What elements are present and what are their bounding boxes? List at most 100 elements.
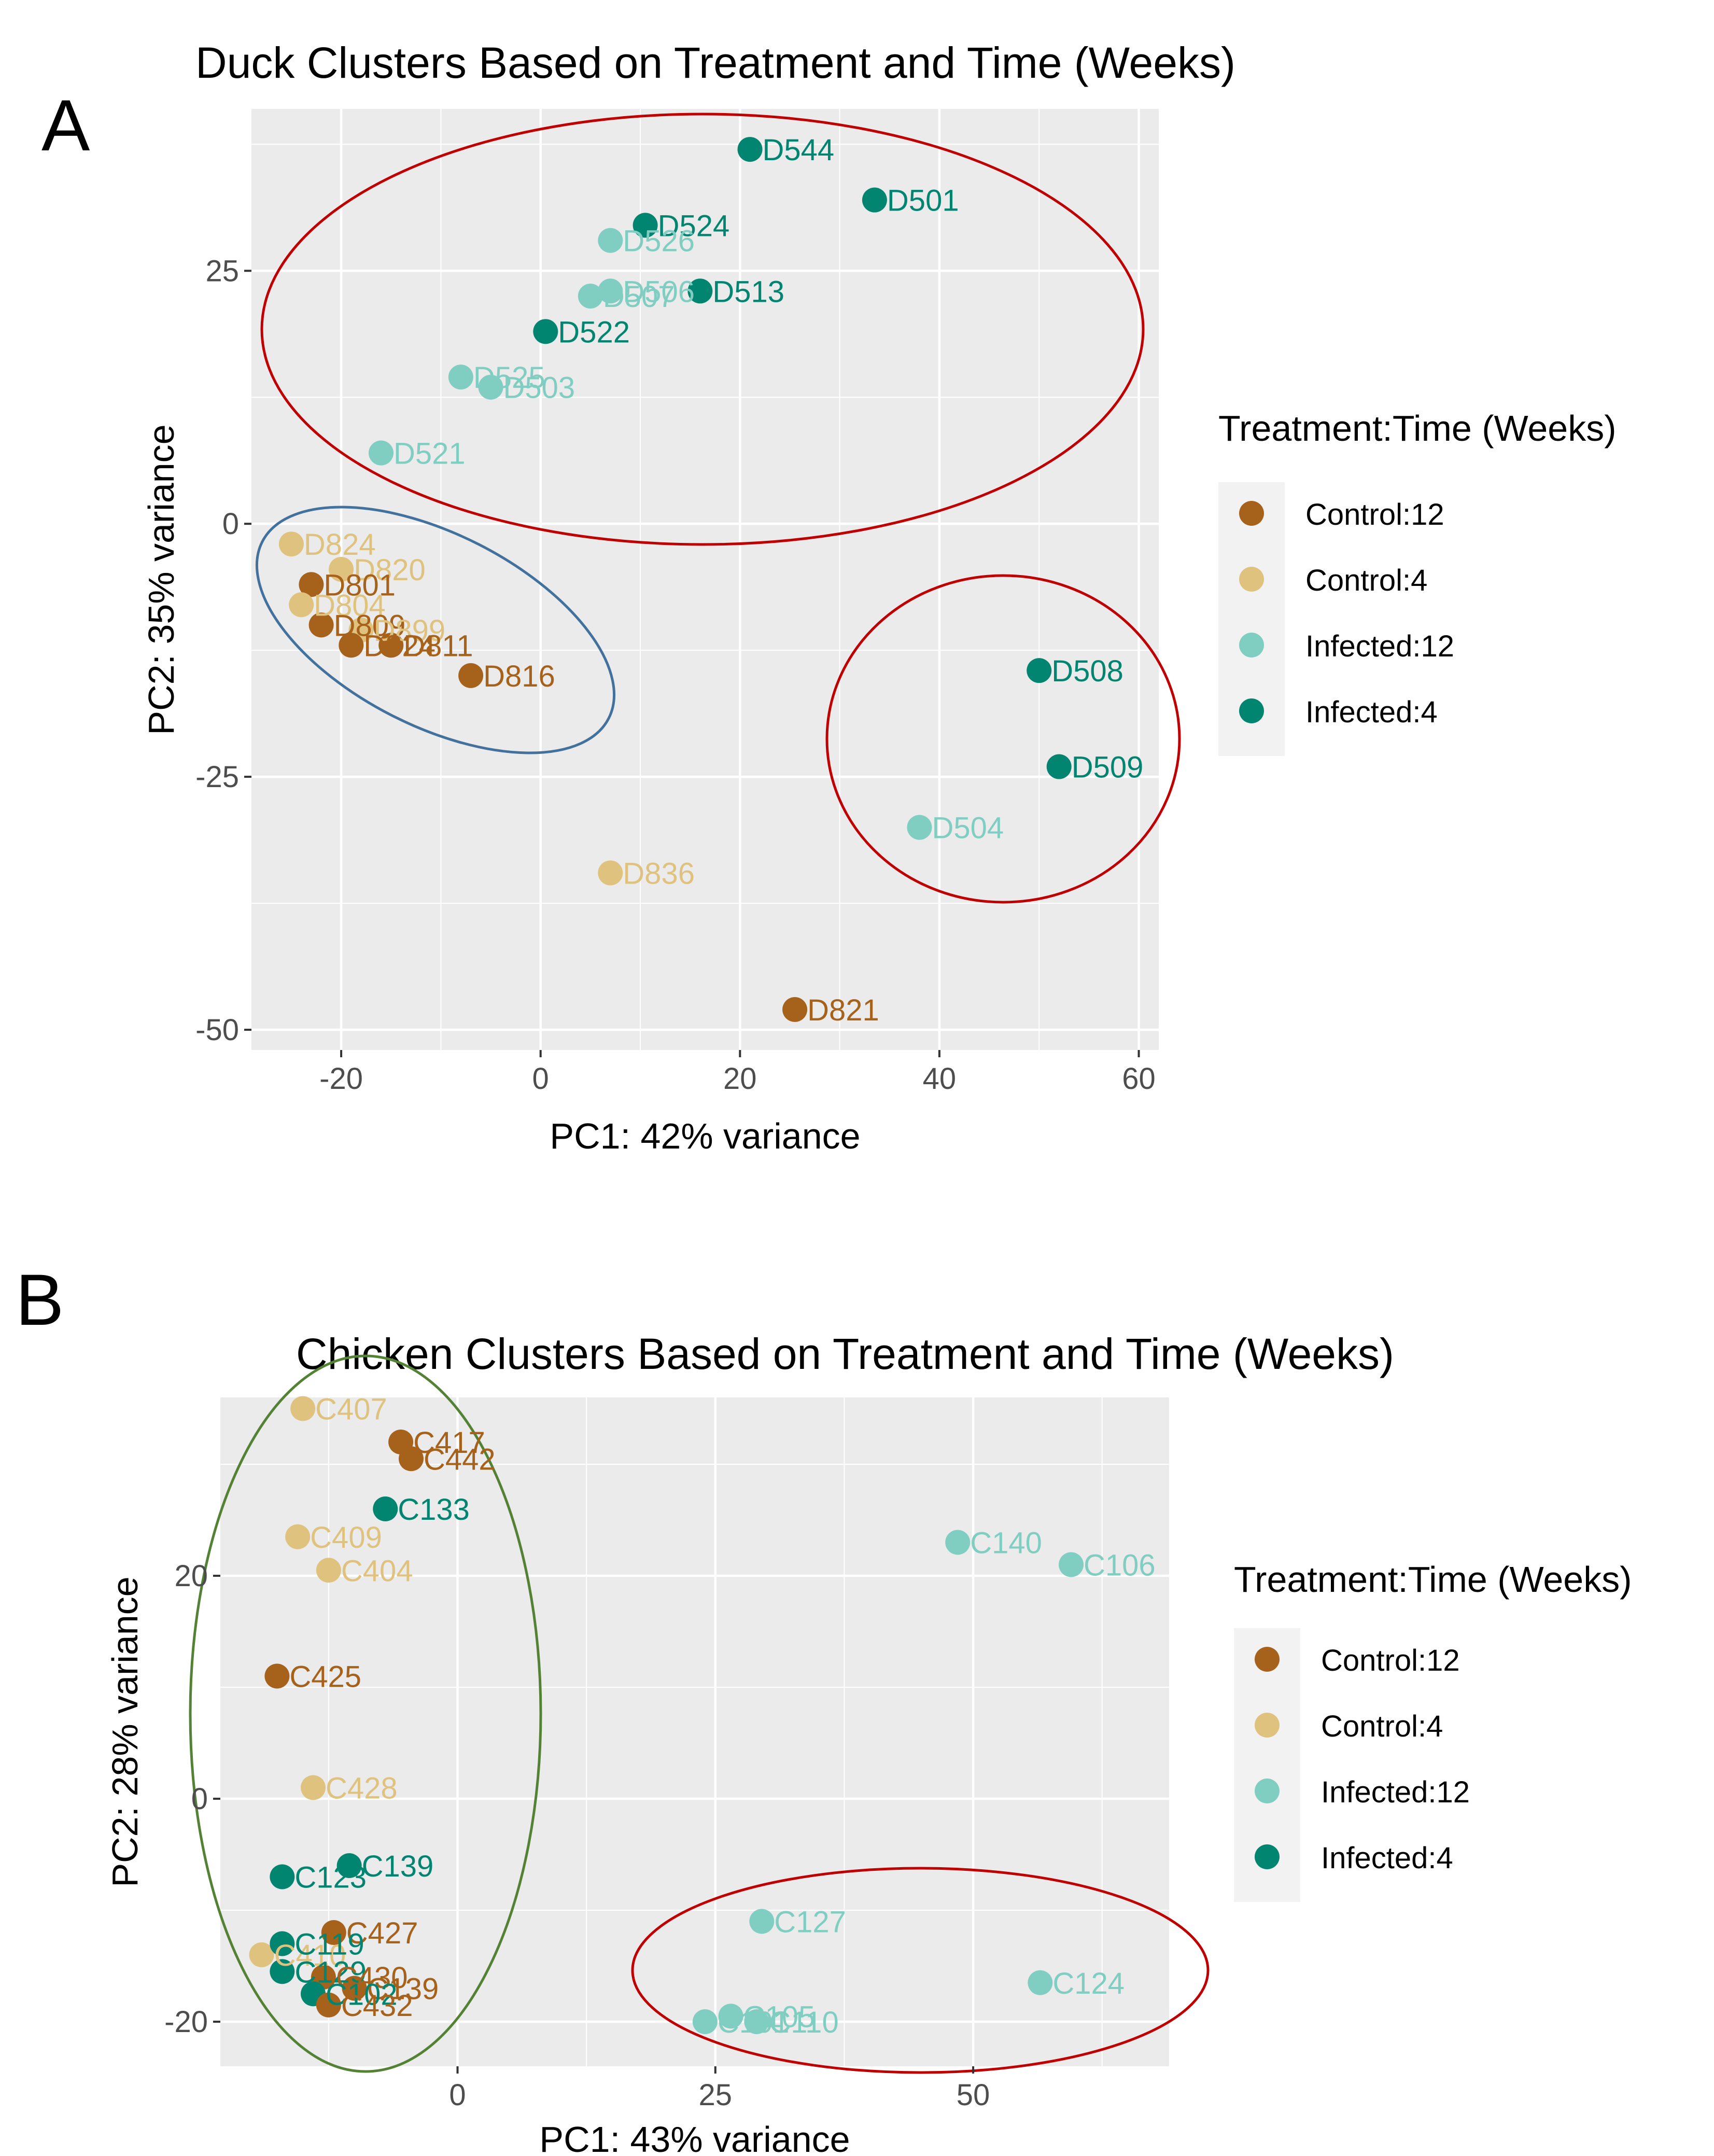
point-label-c410: C410 xyxy=(274,1939,346,1972)
point-label-d899: D899 xyxy=(374,614,446,648)
panel-a-grid-minor xyxy=(251,109,1159,1050)
point-d821-control-12 xyxy=(782,997,808,1022)
point-label-c101: C101 xyxy=(718,2006,790,2039)
point-label-c133: C133 xyxy=(398,1493,470,1527)
point-label-c139: C139 xyxy=(367,1972,439,2006)
point-c442-control-12 xyxy=(398,1446,424,1472)
panel-b-x-axis-label: PC1: 43% variance xyxy=(539,2119,850,2156)
panel-b-y-axis: -20 0 20 xyxy=(164,1559,220,2039)
point-c101-infected-12 xyxy=(692,2009,718,2034)
point-label-c105: C105 xyxy=(743,2000,816,2034)
point-d509-infected-4 xyxy=(1046,754,1072,779)
panel-b-point-labels: C407C417C442C133C409C404C425C428C139C123… xyxy=(274,1393,1156,2040)
point-c407-control-4 xyxy=(290,1396,316,1421)
point-label-d504: D504 xyxy=(932,811,1004,845)
point-label-c432: C432 xyxy=(341,1989,413,2023)
point-d506-infected-12 xyxy=(598,278,623,304)
point-label-d521: D521 xyxy=(394,437,466,471)
point-c428-control-4 xyxy=(301,1775,326,1800)
x-tick-label: 20 xyxy=(723,1062,757,1096)
panel-b-points xyxy=(249,1396,1084,2034)
point-d816-control-12 xyxy=(458,663,484,688)
point-c110-infected-12 xyxy=(744,2009,769,2034)
point-label-d544: D544 xyxy=(763,133,835,167)
point-label-c119: C119 xyxy=(294,1928,364,1962)
point-label-d503: D503 xyxy=(503,371,575,405)
panel-a-cluster-ellipses xyxy=(255,113,1181,904)
x-tick-label: 0 xyxy=(449,2078,466,2112)
legend-label-control-12: Control:12 xyxy=(1321,1644,1460,1677)
point-label-d824: D824 xyxy=(304,528,376,562)
point-c425-control-12 xyxy=(264,1663,290,1689)
point-label-d836: D836 xyxy=(623,857,695,890)
point-label-d824: D824 xyxy=(363,629,435,663)
x-tick-label: 50 xyxy=(957,2078,990,2112)
point-label-d522: D522 xyxy=(558,315,630,349)
legend-key-control-12 xyxy=(1239,501,1264,526)
point-label-d524: D524 xyxy=(658,209,730,243)
point-label-c140: C140 xyxy=(970,1527,1042,1560)
panel-a-duck: A Duck Clusters Based on Treatment and T… xyxy=(41,38,1617,1156)
point-label-d525: D525 xyxy=(473,361,545,395)
panel-b-x-axis: 0 25 50 xyxy=(449,2066,990,2112)
legend-label-infected-4: Infected:4 xyxy=(1305,695,1438,729)
point-c105-infected-12 xyxy=(718,2004,743,2029)
legend-title: Treatment:Time (Weeks) xyxy=(1218,408,1617,449)
point-d809-control-12 xyxy=(308,612,334,638)
panel-a-y-axis: -50 -25 0 25 xyxy=(195,254,251,1047)
panel-a-x-axis-label: PC1: 42% variance xyxy=(550,1116,860,1156)
panel-b-grid-minor xyxy=(220,1397,1169,2066)
x-tick-label: 40 xyxy=(923,1062,957,1096)
legend-key-control-12 xyxy=(1255,1647,1280,1672)
point-label-d508: D508 xyxy=(1051,654,1123,688)
point-c139-control-12 xyxy=(342,1976,367,2001)
point-d503-infected-12 xyxy=(478,374,503,400)
panel-b-legend: Treatment:Time (Weeks) Control:12 Control:… xyxy=(1234,1559,1632,1902)
panel-b-label: B xyxy=(16,1259,64,1340)
point-label-c425: C425 xyxy=(289,1660,361,1694)
point-d524-infected-4 xyxy=(633,213,658,238)
legend-key-infected-4 xyxy=(1255,1844,1280,1869)
legend-key-infected-4 xyxy=(1239,698,1264,723)
legend-label-infected-4: Infected:4 xyxy=(1321,1841,1453,1875)
legend-label-infected-12: Infected:12 xyxy=(1321,1775,1470,1809)
point-label-d506: D506 xyxy=(623,275,695,309)
point-label-c430: C430 xyxy=(336,1961,408,1995)
panel-a-title: Duck Clusters Based on Treatment and Tim… xyxy=(195,38,1235,87)
legend-key-control-4 xyxy=(1239,567,1264,592)
point-d836-control-4 xyxy=(598,860,623,886)
point-c127-infected-12 xyxy=(749,1909,775,1934)
y-tick-label: 0 xyxy=(191,1782,208,1816)
point-label-d509: D509 xyxy=(1072,751,1144,785)
point-label-d816: D816 xyxy=(483,660,555,693)
panel-a-plot-background xyxy=(251,109,1159,1050)
point-label-d821: D821 xyxy=(807,993,879,1027)
x-tick-label: 60 xyxy=(1122,1062,1156,1096)
legend-label-infected-12: Infected:12 xyxy=(1305,629,1454,663)
point-d811-control-12 xyxy=(378,633,404,658)
point-label-c409: C409 xyxy=(310,1521,382,1555)
panel-a-points xyxy=(278,137,1072,1022)
point-label-c127: C127 xyxy=(774,1906,846,1939)
x-tick-label: -20 xyxy=(319,1062,363,1096)
y-tick-label: 0 xyxy=(222,507,239,541)
legend-title: Treatment:Time (Weeks) xyxy=(1234,1559,1632,1600)
point-label-d526: D526 xyxy=(623,225,695,258)
point-d521-infected-12 xyxy=(369,440,394,466)
point-label-d804: D804 xyxy=(314,589,386,622)
legend-key-control-4 xyxy=(1255,1713,1280,1738)
panel-b-grid-major xyxy=(220,1397,1169,2066)
point-d525-infected-12 xyxy=(448,365,473,390)
point-c106-infected-12 xyxy=(1059,1552,1084,1577)
point-d501-infected-4 xyxy=(862,187,887,213)
point-label-c407: C407 xyxy=(315,1393,387,1426)
point-d504-infected-12 xyxy=(907,815,932,840)
point-label-c129: C129 xyxy=(294,1955,367,1989)
panel-a-x-axis: -20 0 20 40 60 xyxy=(319,1050,1156,1096)
point-label-c428: C428 xyxy=(326,1772,398,1805)
point-d801-control-12 xyxy=(299,572,324,597)
cluster-ellipse-control-and-infected4 xyxy=(189,1354,542,2073)
point-label-d507: D507 xyxy=(603,280,675,314)
